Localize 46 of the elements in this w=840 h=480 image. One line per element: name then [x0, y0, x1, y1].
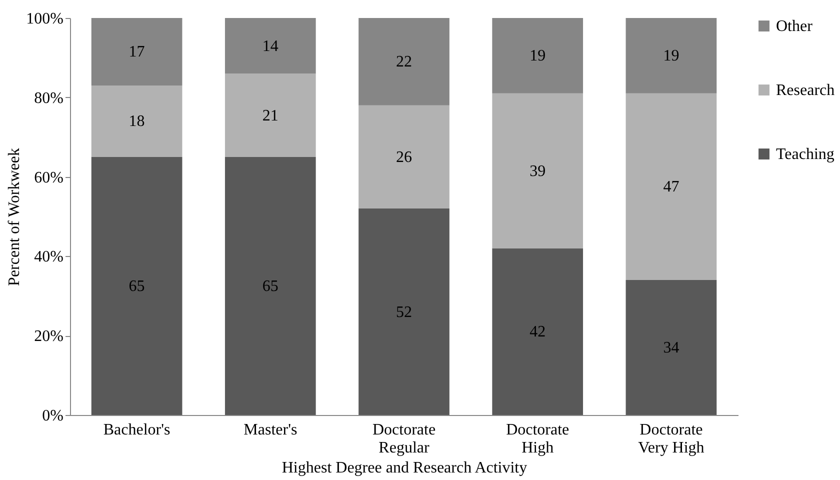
data-label: 26 [396, 148, 412, 166]
bar [626, 280, 717, 415]
data-label: 39 [530, 162, 546, 180]
data-label: 19 [530, 48, 546, 65]
data-label: 52 [396, 304, 412, 321]
legend-label: Research [776, 82, 835, 99]
bar [492, 18, 584, 94]
data-label: 14 [262, 38, 278, 55]
y-tick-label: 40% [34, 248, 64, 266]
y-tick-label: 20% [34, 328, 64, 346]
bar [492, 93, 584, 248]
x-tick-label: Doctorate Very High [638, 422, 704, 456]
y-tick-label: 100% [26, 10, 64, 28]
bar [224, 74, 316, 157]
bar [626, 18, 717, 94]
bar [91, 156, 182, 415]
y-tick-label: 80% [34, 90, 64, 107]
x-tick-label: Doctorate Regular [372, 422, 436, 456]
bar [358, 18, 450, 106]
y-tick-label: 0% [42, 408, 64, 424]
bar [626, 93, 717, 280]
bar [492, 248, 584, 415]
data-label: 65 [262, 278, 278, 295]
data-label: 17 [128, 44, 145, 61]
bar [358, 208, 450, 415]
y-tick-label: 60% [34, 169, 64, 186]
data-label: 42 [530, 324, 546, 341]
bar [91, 18, 182, 86]
x-tick-label: Doctorate High [506, 422, 570, 456]
x-axis-title: Highest Degree and Research Activity [282, 460, 528, 476]
data-label: 34 [663, 340, 680, 357]
data-label: 22 [396, 54, 412, 71]
data-label: 21 [262, 107, 278, 124]
bar [91, 85, 182, 157]
data-label: 18 [128, 113, 145, 130]
legend-label: Teaching [776, 146, 834, 163]
legend-label: Other [776, 18, 814, 35]
bar [224, 156, 316, 415]
data-label: 19 [663, 48, 680, 65]
x-tick-label: Master's [244, 422, 298, 438]
data-label: 47 [663, 178, 680, 196]
x-tick-label: Bachelor's [103, 422, 170, 438]
bar [224, 18, 316, 74]
y-axis-title: Percent of Workweek [6, 148, 24, 286]
data-label: 65 [128, 278, 145, 295]
bar [358, 105, 450, 209]
